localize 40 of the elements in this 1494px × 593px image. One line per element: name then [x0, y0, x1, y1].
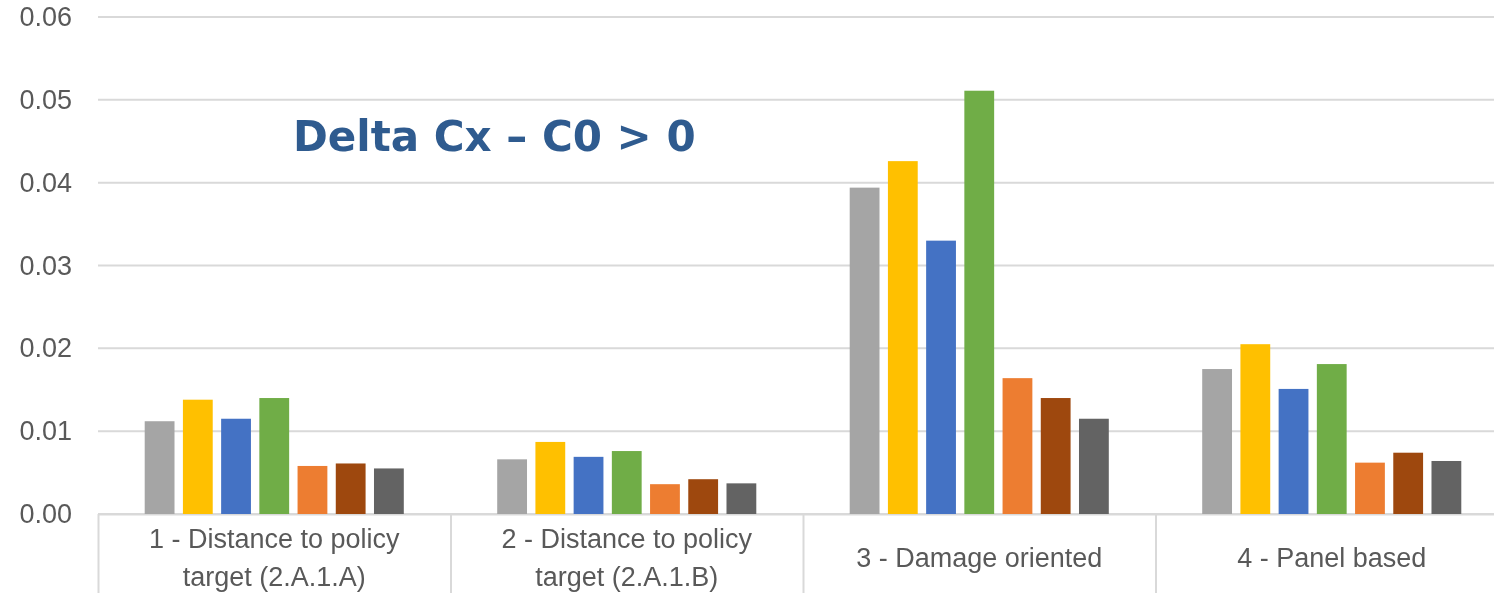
bar [1316, 364, 1347, 514]
bar [144, 421, 175, 514]
bar [221, 418, 251, 514]
bar [497, 459, 528, 514]
bar [335, 463, 366, 514]
text: Delta Cx – C0 > 0 [293, 112, 696, 161]
bar [1040, 398, 1071, 514]
y-tick-label: 0.02 [19, 333, 72, 364]
x-tick-label: 1 - Distance to policy target (2.A.1.A) [148, 524, 401, 592]
bar [726, 483, 757, 514]
bar [887, 161, 918, 514]
bar [297, 465, 328, 514]
y-tick-label: 0.05 [19, 84, 72, 115]
bar [1355, 462, 1385, 514]
bar [1431, 460, 1462, 514]
bar [573, 456, 604, 514]
bar [373, 468, 404, 514]
bar [535, 441, 566, 514]
x-tick-label: 3 - Damage oriented [856, 543, 1103, 573]
bar [1240, 344, 1271, 514]
bar [1202, 369, 1233, 514]
y-tick-label: 0.00 [19, 499, 72, 530]
bar [849, 187, 880, 514]
bar [1002, 378, 1033, 514]
y-tick-label: 0.01 [19, 416, 72, 447]
bar [688, 479, 719, 514]
y-tick-label: 0.03 [19, 250, 72, 281]
bar [650, 484, 680, 514]
y-tick-label: 0.04 [19, 167, 72, 198]
bar [1393, 452, 1424, 514]
bar [964, 90, 995, 514]
y-tick-label: 0.06 [19, 2, 72, 33]
bar [1078, 418, 1109, 514]
bar [926, 240, 956, 514]
bar [259, 398, 290, 514]
x-tick-label: 2 - Distance to policy target (2.A.1.B) [501, 524, 753, 592]
bar [611, 451, 642, 514]
bar [182, 399, 213, 514]
bar [1278, 388, 1309, 514]
x-tick-label: 4 - Panel based [1237, 543, 1427, 573]
